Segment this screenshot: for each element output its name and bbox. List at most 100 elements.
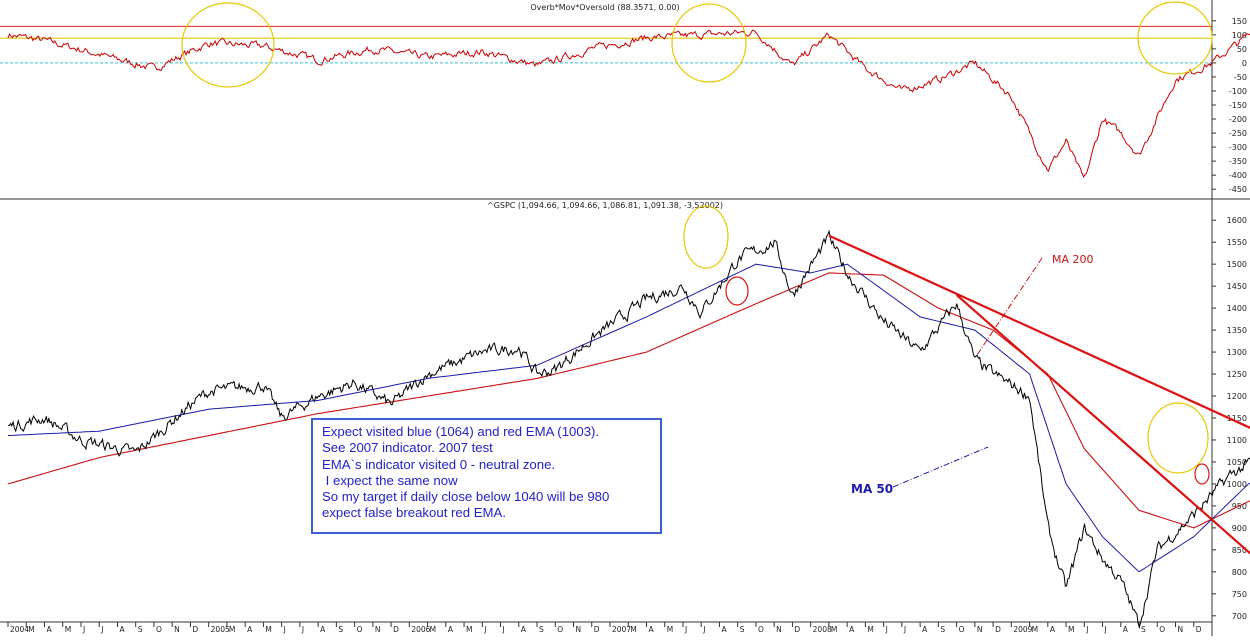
- x-tick-label: S: [740, 625, 745, 634]
- bottom-y-tick-label: 1250: [1227, 370, 1247, 379]
- x-tick-label: N: [375, 625, 381, 634]
- bottom-y-tick-label: 1000: [1227, 480, 1247, 489]
- x-tick-label: J: [502, 625, 505, 634]
- x-tick-label: D: [594, 625, 600, 634]
- ma50-pointer-line: [892, 446, 989, 488]
- x-tick-label: J: [1085, 625, 1088, 634]
- top-y-tick-label: 150: [1232, 17, 1247, 26]
- top-y-tick-label: -50: [1234, 73, 1247, 82]
- x-tick-label: A: [46, 625, 52, 634]
- x-tick-label: S: [1141, 625, 1146, 634]
- x-tick-label: M: [28, 625, 34, 634]
- x-tick-label: N: [977, 625, 983, 634]
- bottom-y-tick-label: 1300: [1227, 348, 1247, 357]
- x-tick-label: J: [82, 625, 85, 634]
- x-tick-label: M: [667, 625, 673, 634]
- x-tick-label: M: [466, 625, 472, 634]
- ma200-series-line: [7, 272, 1250, 529]
- ma50-label: MA 50: [851, 482, 893, 496]
- bottom-y-tick-label: 1550: [1227, 238, 1247, 247]
- x-tick-label: M: [265, 625, 271, 634]
- x-tick-label: A: [247, 625, 253, 634]
- x-tick-label: M: [1032, 625, 1038, 634]
- bottom-y-tick-label: 850: [1232, 546, 1247, 555]
- x-tick-label: J: [903, 625, 906, 634]
- top-y-tick-label: -200: [1229, 115, 1247, 124]
- x-tick-label: O: [959, 625, 965, 634]
- oscillator-series-line: [7, 29, 1250, 178]
- x-tick-label: S: [338, 625, 343, 634]
- x-tick-label: D: [192, 625, 198, 634]
- x-tick-label: 2004: [10, 625, 29, 634]
- bottom-y-tick-label: 1050: [1227, 458, 1247, 467]
- bottom-y-tick-label: 700: [1232, 612, 1247, 621]
- bottom-y-tick-label: 1500: [1227, 260, 1247, 269]
- x-tick-label: O: [557, 625, 563, 634]
- note-line: I expect the same now: [322, 472, 458, 488]
- x-tick-label: O: [1159, 625, 1165, 634]
- bottom-y-tick-label: 1400: [1227, 304, 1247, 313]
- top-y-tick-label: -100: [1229, 87, 1247, 96]
- x-tick-label: O: [357, 625, 363, 634]
- x-tick-label: M: [867, 625, 873, 634]
- highlight-circle-2007: [671, 3, 747, 83]
- bottom-y-tick-label: 1100: [1227, 436, 1247, 445]
- top-y-tick-label: -400: [1229, 171, 1247, 180]
- x-tick-label: J: [301, 625, 304, 634]
- x-tick-label: 2009: [1013, 625, 1032, 634]
- x-tick-label: A: [1050, 625, 1056, 634]
- x-tick-label: A: [320, 625, 326, 634]
- note-line: Expect visited blue (1064) and red EMA (…: [322, 424, 600, 439]
- x-tick-label: J: [283, 625, 286, 634]
- x-tick-label: N: [174, 625, 180, 634]
- top-panel-title: Overb*Mov*Oversold (88.3571, 0.00): [530, 3, 679, 12]
- x-tick-label: M: [630, 625, 636, 634]
- x-tick-label: M: [831, 625, 837, 634]
- x-tick-label: S: [539, 625, 544, 634]
- x-tick-label: D: [1196, 625, 1202, 634]
- bottom-y-tick-label: 1600: [1227, 216, 1247, 225]
- x-tick-label: 2006: [411, 625, 430, 634]
- x-tick-label: A: [119, 625, 125, 634]
- x-tick-label: D: [393, 625, 399, 634]
- x-tick-label: J: [684, 625, 687, 634]
- note-line: So my target if daily close below 1040 w…: [322, 489, 610, 505]
- x-tick-label: A: [448, 625, 454, 634]
- bottom-y-tick-label: 1450: [1227, 282, 1247, 291]
- top-y-tick-label: -300: [1229, 143, 1247, 152]
- annotation-note: Expect visited blue (1064) and red EMA (…: [311, 418, 662, 534]
- bottom-y-tick-label: 750: [1232, 590, 1247, 599]
- x-tick-label: M: [430, 625, 436, 634]
- bottom-panel-title: ^GSPC (1,094.66, 1,094.66, 1,086.81, 1,0…: [487, 201, 723, 210]
- x-tick-label: A: [521, 625, 527, 634]
- top-y-tick-label: -350: [1229, 157, 1247, 166]
- red-circle-target: [1194, 463, 1210, 485]
- x-tick-label: J: [483, 625, 486, 634]
- bottom-y-tick-label: 1200: [1227, 392, 1247, 401]
- top-y-tick-label: 0: [1242, 59, 1247, 68]
- x-tick-label: O: [156, 625, 162, 634]
- x-tick-label: S: [138, 625, 143, 634]
- top-y-tick-label: -250: [1229, 129, 1247, 138]
- x-tick-label: A: [922, 625, 928, 634]
- top-y-tick-label: 50: [1237, 45, 1247, 54]
- x-tick-label: A: [1123, 625, 1129, 634]
- highlight-circle-2009: [1137, 1, 1213, 75]
- x-tick-label: J: [100, 625, 103, 634]
- ma200-pointer-line: [976, 257, 1043, 356]
- x-tick-label: 2005: [211, 625, 230, 634]
- red-circle-2007-dip: [725, 276, 749, 306]
- x-tick-label: M: [229, 625, 235, 634]
- x-tick-label: N: [1178, 625, 1184, 634]
- note-line: See 2007 indicator. 2007 test: [322, 440, 493, 456]
- note-line: expect false breakout red EMA.: [322, 505, 506, 521]
- x-tick-label: S: [940, 625, 945, 634]
- top-y-tick-label: -150: [1229, 101, 1247, 110]
- x-tick-label: A: [648, 625, 654, 634]
- x-tick-label: J: [1104, 625, 1107, 634]
- x-tick-label: J: [702, 625, 705, 634]
- price-series-line: [7, 229, 1250, 630]
- x-tick-label: D: [995, 625, 1001, 634]
